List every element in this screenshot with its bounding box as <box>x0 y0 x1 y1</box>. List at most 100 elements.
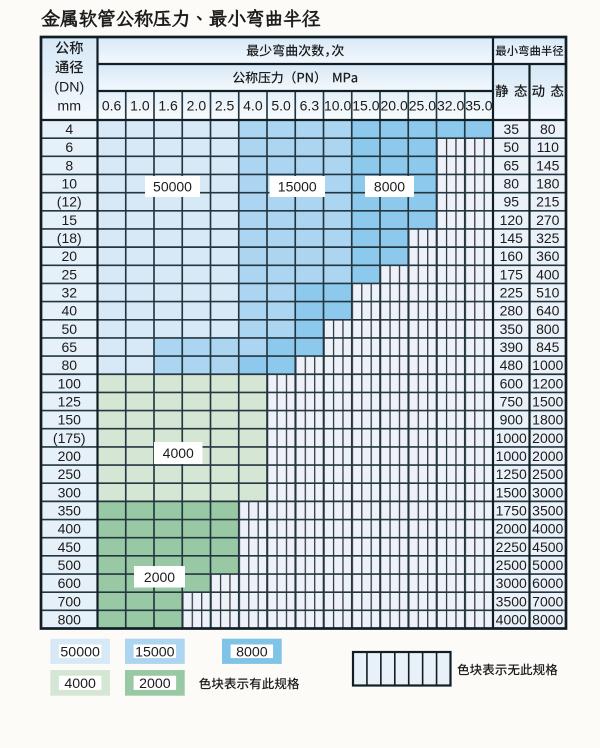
svg-text:175: 175 <box>500 266 524 282</box>
svg-text:35.0: 35.0 <box>465 98 492 114</box>
svg-text:3500: 3500 <box>496 593 527 609</box>
svg-text:8000: 8000 <box>532 611 563 627</box>
svg-text:3000: 3000 <box>496 575 527 591</box>
svg-text:32.0: 32.0 <box>437 98 464 114</box>
svg-text:20.0: 20.0 <box>380 98 407 114</box>
svg-text:3500: 3500 <box>532 502 563 518</box>
svg-text:600: 600 <box>58 575 82 591</box>
svg-text:(18): (18) <box>57 230 82 246</box>
svg-text:2500: 2500 <box>496 557 527 573</box>
svg-text:(12): (12) <box>57 194 82 210</box>
svg-text:250: 250 <box>58 466 82 482</box>
svg-text:5000: 5000 <box>532 557 563 573</box>
svg-text:215: 215 <box>536 194 560 210</box>
svg-text:200: 200 <box>58 448 82 464</box>
svg-text:2000: 2000 <box>144 569 175 585</box>
svg-text:100: 100 <box>58 375 82 391</box>
svg-text:50000: 50000 <box>153 179 192 195</box>
svg-text:700: 700 <box>58 593 82 609</box>
svg-text:8000: 8000 <box>236 644 268 660</box>
svg-text:32: 32 <box>61 285 77 301</box>
svg-text:50000: 50000 <box>60 644 100 660</box>
svg-text:1250: 1250 <box>496 466 527 482</box>
svg-text:4000: 4000 <box>163 445 194 461</box>
svg-text:80: 80 <box>540 121 556 137</box>
svg-text:15000: 15000 <box>135 644 175 660</box>
svg-text:8000: 8000 <box>374 179 405 195</box>
svg-text:65: 65 <box>61 339 77 355</box>
svg-text:325: 325 <box>536 230 560 246</box>
svg-text:1800: 1800 <box>532 412 563 428</box>
svg-text:280: 280 <box>500 303 524 319</box>
svg-text:mm: mm <box>57 99 81 115</box>
svg-text:6: 6 <box>65 139 73 155</box>
svg-text:(175): (175) <box>53 430 86 446</box>
svg-text:510: 510 <box>536 285 560 301</box>
svg-text:800: 800 <box>536 321 560 337</box>
svg-text:900: 900 <box>500 412 524 428</box>
svg-text:35: 35 <box>503 121 519 137</box>
svg-text:360: 360 <box>536 248 560 264</box>
svg-text:500: 500 <box>58 557 82 573</box>
svg-text:7000: 7000 <box>532 593 563 609</box>
svg-text:1000: 1000 <box>532 357 563 373</box>
svg-text:50: 50 <box>61 321 77 337</box>
svg-text:4000: 4000 <box>64 676 96 692</box>
svg-text:15: 15 <box>61 212 77 228</box>
svg-text:50: 50 <box>503 139 519 155</box>
svg-text:350: 350 <box>58 502 82 518</box>
svg-text:2000: 2000 <box>532 448 563 464</box>
svg-text:0.6: 0.6 <box>102 98 122 114</box>
svg-text:145: 145 <box>536 157 560 173</box>
svg-text:40: 40 <box>61 303 77 319</box>
svg-text:4500: 4500 <box>532 539 563 555</box>
svg-text:450: 450 <box>58 539 82 555</box>
svg-text:225: 225 <box>500 285 524 301</box>
svg-text:1.0: 1.0 <box>130 98 150 114</box>
svg-text:300: 300 <box>58 484 82 500</box>
svg-text:15.0: 15.0 <box>352 98 379 114</box>
svg-text:1500: 1500 <box>496 484 527 500</box>
svg-text:120: 120 <box>500 212 524 228</box>
svg-text:25.0: 25.0 <box>409 98 436 114</box>
svg-text:5.0: 5.0 <box>271 98 291 114</box>
svg-text:125: 125 <box>58 393 82 409</box>
svg-text:640: 640 <box>536 303 560 319</box>
svg-text:800: 800 <box>58 611 82 627</box>
svg-text:270: 270 <box>536 212 560 228</box>
svg-text:4: 4 <box>65 121 73 137</box>
svg-text:1200: 1200 <box>532 375 563 391</box>
svg-text:8: 8 <box>65 157 73 173</box>
svg-text:4000: 4000 <box>532 521 563 537</box>
svg-text:20: 20 <box>61 248 77 264</box>
svg-text:80: 80 <box>503 176 519 192</box>
svg-text:600: 600 <box>500 375 524 391</box>
svg-text:3000: 3000 <box>532 484 563 500</box>
svg-text:180: 180 <box>536 176 560 192</box>
svg-text:390: 390 <box>500 339 524 355</box>
svg-text:2000: 2000 <box>496 521 527 537</box>
svg-text:160: 160 <box>500 248 524 264</box>
svg-text:150: 150 <box>58 412 82 428</box>
svg-text:2000: 2000 <box>532 430 563 446</box>
svg-text:145: 145 <box>500 230 524 246</box>
svg-text:80: 80 <box>61 357 77 373</box>
svg-text:480: 480 <box>500 357 524 373</box>
svg-text:1000: 1000 <box>496 430 527 446</box>
svg-text:4000: 4000 <box>496 611 527 627</box>
svg-text:2000: 2000 <box>139 676 171 692</box>
svg-text:10: 10 <box>61 176 77 192</box>
svg-text:(DN): (DN) <box>54 80 84 96</box>
svg-text:2500: 2500 <box>532 466 563 482</box>
svg-text:15000: 15000 <box>278 179 317 195</box>
svg-text:10.0: 10.0 <box>324 98 351 114</box>
svg-text:2250: 2250 <box>496 539 527 555</box>
svg-text:6.3: 6.3 <box>300 98 320 114</box>
svg-text:2.0: 2.0 <box>187 98 207 114</box>
svg-text:65: 65 <box>503 157 519 173</box>
svg-text:350: 350 <box>500 321 524 337</box>
svg-text:1500: 1500 <box>532 393 563 409</box>
svg-text:1000: 1000 <box>496 448 527 464</box>
svg-text:400: 400 <box>536 266 560 282</box>
svg-text:1.6: 1.6 <box>158 98 178 114</box>
